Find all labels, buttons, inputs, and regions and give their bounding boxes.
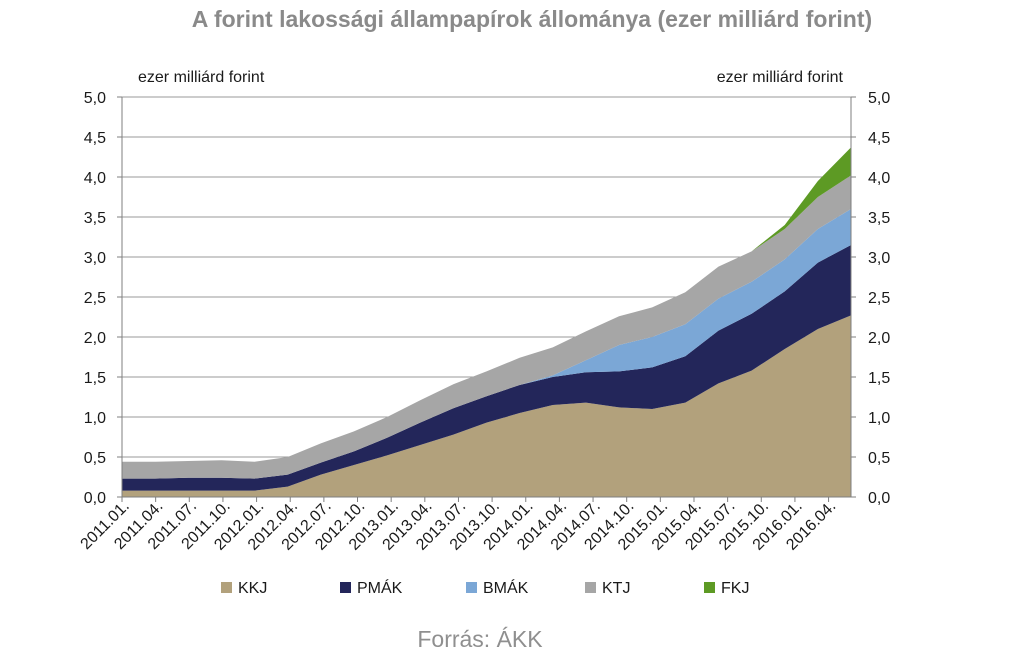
legend-swatch-pmák xyxy=(340,582,351,593)
y-tick-label: 2,5 xyxy=(84,290,106,307)
y-tick-label: 2,5 xyxy=(868,290,890,307)
y-tick-label: 2,0 xyxy=(84,330,106,347)
y-tick-label: 1,5 xyxy=(84,370,106,387)
y-tick-label: 1,0 xyxy=(868,410,890,427)
y-tick-label: 4,0 xyxy=(868,170,890,187)
y-tick-label: 5,0 xyxy=(84,90,106,107)
y-tick-label: 1,5 xyxy=(868,370,890,387)
y-tick-label: 3,0 xyxy=(84,250,106,267)
y-axis-label-right: ezer milliárd forint xyxy=(717,69,844,86)
legend-swatch-bmák xyxy=(466,582,477,593)
source-note: Forrás: ÁKK xyxy=(417,626,543,652)
legend-label-kkj: KKJ xyxy=(238,580,267,597)
y-ticks-right: 0,0 0,5 1,0 1,5 2,0 2,5 3,0 3,5 4,0 4,5 5,0 xyxy=(851,90,890,507)
y-tick-label: 3,5 xyxy=(868,210,890,227)
legend-label-bmák: BMÁK xyxy=(483,578,529,597)
y-tick-label: 0,0 xyxy=(868,490,890,507)
y-tick-label: 2,0 xyxy=(868,330,890,347)
legend-label-pmák: PMÁK xyxy=(357,578,403,597)
area-kkj xyxy=(122,315,851,497)
x-ticks: 2011.01.2011.04.2011.07.2011.10.2012.01.… xyxy=(78,497,839,554)
y-tick-label: 3,5 xyxy=(84,210,106,227)
legend-swatch-fkj xyxy=(704,582,715,593)
y-tick-label: 3,0 xyxy=(868,250,890,267)
y-ticks-left: 0,0 0,5 1,0 1,5 2,0 2,5 3,0 3,5 4,0 4,5 5,0 xyxy=(84,90,122,507)
area-pmák xyxy=(122,245,851,491)
y-tick-label: 0,5 xyxy=(84,450,106,467)
y-tick-label: 4,0 xyxy=(84,170,106,187)
y-tick-label: 4,5 xyxy=(868,130,890,147)
legend: KKJ PMÁK BMÁK KTJ FKJ xyxy=(221,578,749,597)
y-axis-label-left: ezer milliárd forint xyxy=(138,69,265,86)
chart-title: A forint lakossági állampapírok állomány… xyxy=(191,6,873,32)
legend-label-ktj: KTJ xyxy=(602,580,630,597)
y-tick-label: 1,0 xyxy=(84,410,106,427)
y-tick-label: 0,5 xyxy=(868,450,890,467)
y-tick-label: 5,0 xyxy=(868,90,890,107)
legend-swatch-ktj xyxy=(585,582,596,593)
stacked-areas xyxy=(122,147,851,497)
y-tick-label: 0,0 xyxy=(84,490,106,507)
legend-swatch-kkj xyxy=(221,582,232,593)
y-tick-label: 4,5 xyxy=(84,130,106,147)
legend-label-fkj: FKJ xyxy=(721,580,749,597)
